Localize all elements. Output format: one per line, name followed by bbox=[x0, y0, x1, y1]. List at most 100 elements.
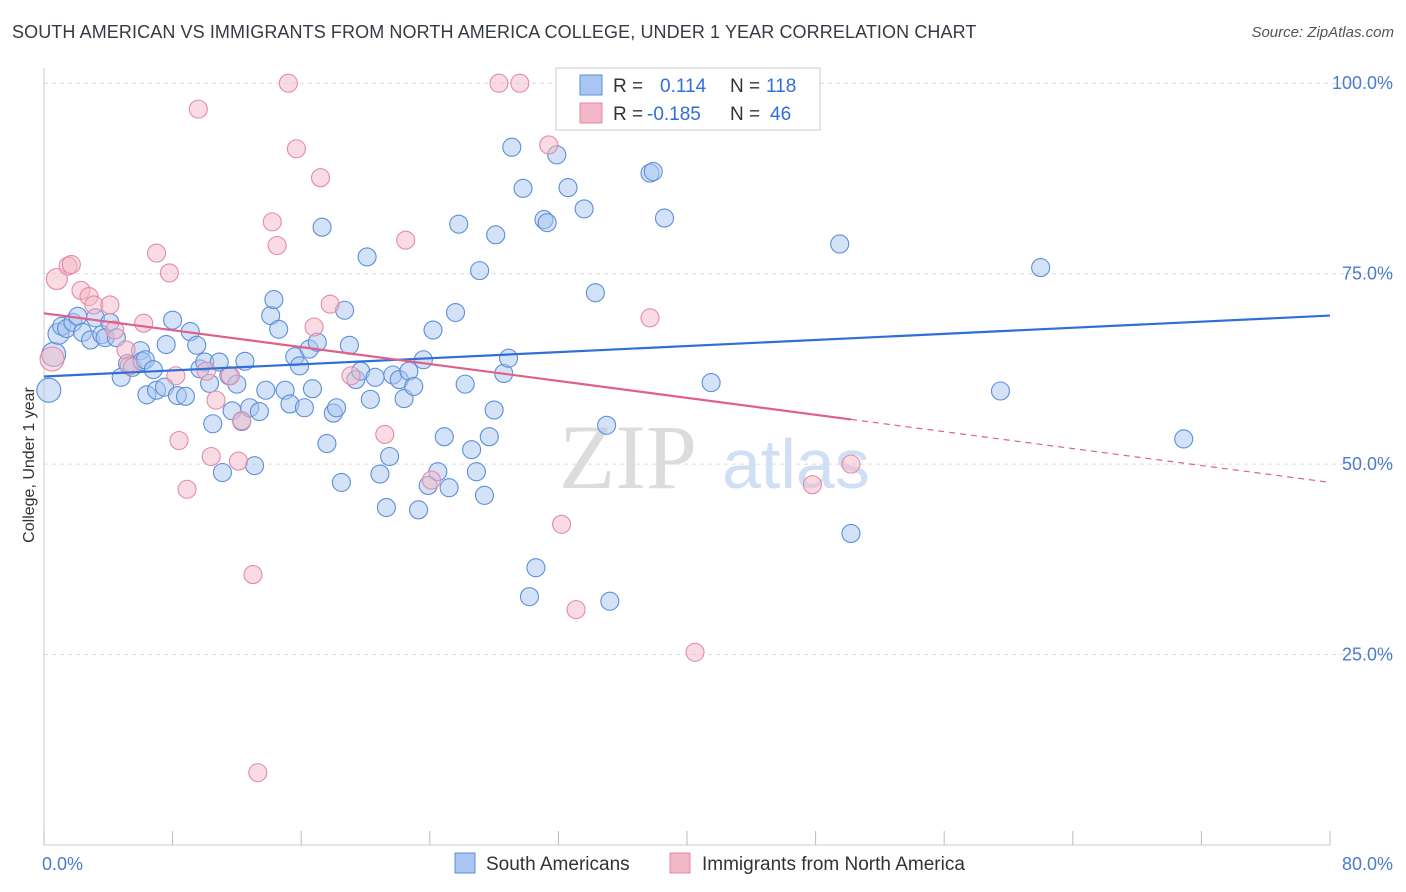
south-american-point-89 bbox=[474, 485, 495, 505]
north-america-point-20 bbox=[206, 390, 226, 410]
legend-r-value-1: 0.114 bbox=[660, 76, 707, 97]
legend-n-label-1: N = bbox=[730, 76, 760, 97]
south-american-point-115 bbox=[1174, 429, 1194, 449]
gridlines bbox=[44, 82, 1392, 656]
trend-lines bbox=[43, 312, 1331, 483]
south-american-point-52 bbox=[294, 398, 314, 418]
chart-source: Source: ZipAtlas.com bbox=[1251, 24, 1394, 41]
south-american-point-44 bbox=[256, 380, 276, 400]
legend-r-label-1: R = bbox=[613, 76, 643, 97]
south-american-point-69 bbox=[376, 497, 396, 518]
south-american-point-68 bbox=[370, 464, 390, 484]
north-america-point-42 bbox=[640, 308, 660, 328]
north-america-point-22 bbox=[228, 451, 249, 471]
south-american-point-95 bbox=[502, 137, 522, 157]
legend-r-label-2: R = bbox=[613, 104, 643, 125]
south-american-point-82 bbox=[439, 478, 459, 498]
y-tick-label-2: 75.0% bbox=[1342, 264, 1393, 284]
y-tick-label-3: 100.0% bbox=[1332, 73, 1393, 93]
north-america-point-11 bbox=[134, 313, 154, 333]
bottom-legend-swatch-pink bbox=[669, 852, 691, 874]
south-american-point-86 bbox=[462, 440, 482, 460]
north-america-point-24 bbox=[243, 565, 263, 585]
legend-swatch-blue bbox=[579, 74, 603, 96]
legend-n-value-2: 46 bbox=[770, 104, 791, 125]
south-american-point-79 bbox=[423, 320, 443, 340]
north-america-point-25 bbox=[248, 763, 268, 783]
legend-r-value-2: -0.185 bbox=[647, 104, 701, 125]
south-american-point-75 bbox=[404, 376, 424, 396]
south-american-point-84 bbox=[449, 214, 469, 234]
south-american-point-27 bbox=[175, 386, 196, 406]
south-american-point-100 bbox=[537, 213, 557, 233]
north-america-point-3 bbox=[61, 254, 81, 275]
data-points bbox=[36, 73, 1194, 783]
south-american-point-43 bbox=[249, 402, 269, 422]
north-america-point-38 bbox=[510, 73, 530, 93]
north-america-point-21 bbox=[220, 366, 241, 386]
bottom-legend-swatch-blue bbox=[454, 852, 476, 874]
north-america-point-13 bbox=[159, 263, 179, 283]
bottom-legend: South Americans Immigrants from North Am… bbox=[454, 852, 965, 875]
south-american-point-21 bbox=[143, 360, 163, 380]
south-american-point-70 bbox=[380, 446, 400, 467]
north-america-point-15 bbox=[169, 430, 189, 451]
south-american-point-109 bbox=[654, 208, 675, 228]
north-america-point-27 bbox=[267, 235, 287, 256]
south-american-point-110 bbox=[701, 373, 721, 393]
south-american-point-113 bbox=[990, 381, 1011, 401]
south-american-point-87 bbox=[466, 462, 486, 482]
north-america-point-37 bbox=[489, 73, 509, 93]
bottom-legend-label-blue: South Americans bbox=[486, 854, 630, 875]
south-american-point-29 bbox=[187, 335, 207, 355]
north-america-point-32 bbox=[320, 294, 340, 314]
south-american-point-25 bbox=[163, 310, 183, 330]
legend-swatch-pink bbox=[579, 102, 603, 124]
north-america-point-8 bbox=[105, 320, 125, 340]
north-america-point-19 bbox=[201, 446, 221, 467]
north-america-point-39 bbox=[539, 135, 559, 155]
north-america-point-34 bbox=[375, 424, 395, 444]
north-america-point-40 bbox=[552, 514, 572, 534]
south-american-point-85 bbox=[455, 374, 475, 394]
x-tick-label-1: 80.0% bbox=[1342, 854, 1393, 874]
north-america-point-23 bbox=[232, 411, 252, 431]
south-american-point-66 bbox=[360, 389, 380, 409]
south-american-point-83 bbox=[445, 302, 466, 323]
y-tick-label-0: 25.0% bbox=[1342, 645, 1393, 665]
axes bbox=[43, 68, 1331, 846]
north-america-point-41 bbox=[566, 600, 586, 620]
south-american-point-24 bbox=[156, 334, 176, 355]
chart-title: SOUTH AMERICAN VS IMMIGRANTS FROM NORTH … bbox=[12, 22, 977, 42]
legend-n-value-1: 118 bbox=[766, 76, 796, 97]
trend-line-pink bbox=[43, 312, 852, 421]
north-america-point-35 bbox=[396, 230, 416, 250]
south-american-point-59 bbox=[327, 398, 347, 418]
north-america-point-1 bbox=[45, 267, 68, 291]
south-american-point-108 bbox=[643, 162, 663, 182]
y-axis-label: College, Under 1 year bbox=[21, 387, 38, 543]
south-american-point-96 bbox=[513, 178, 533, 198]
south-american-point-35 bbox=[212, 462, 232, 483]
south-american-point-56 bbox=[312, 217, 332, 237]
north-america-point-9 bbox=[116, 340, 136, 360]
north-america-point-31 bbox=[310, 168, 331, 188]
legend-n-label-2: N = bbox=[730, 104, 760, 125]
south-american-point-57 bbox=[317, 433, 337, 454]
north-america-point-29 bbox=[286, 139, 306, 159]
south-american-point-97 bbox=[526, 558, 546, 578]
north-america-point-36 bbox=[421, 470, 441, 490]
y-tick-label-1: 50.0% bbox=[1342, 454, 1393, 474]
north-america-point-33 bbox=[341, 366, 361, 386]
south-american-point-106 bbox=[600, 591, 620, 611]
north-america-point-26 bbox=[262, 212, 282, 232]
south-american-point-104 bbox=[585, 283, 605, 303]
south-american-point-65 bbox=[357, 247, 377, 267]
north-america-point-10 bbox=[119, 356, 139, 376]
south-american-point-0 bbox=[36, 377, 62, 403]
north-america-point-30 bbox=[304, 317, 324, 337]
south-american-point-33 bbox=[203, 414, 223, 434]
south-american-point-76 bbox=[408, 500, 429, 520]
bottom-legend-label-pink: Immigrants from North America bbox=[702, 854, 965, 875]
